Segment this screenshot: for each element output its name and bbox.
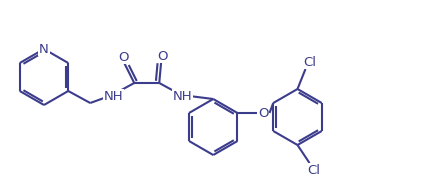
Text: N: N bbox=[39, 43, 49, 55]
Text: Cl: Cl bbox=[303, 55, 316, 68]
Text: O: O bbox=[157, 50, 167, 63]
Text: O: O bbox=[118, 51, 129, 64]
Text: NH: NH bbox=[172, 90, 192, 103]
Text: O: O bbox=[258, 106, 269, 120]
Text: Cl: Cl bbox=[307, 163, 320, 177]
Text: NH: NH bbox=[103, 90, 123, 103]
